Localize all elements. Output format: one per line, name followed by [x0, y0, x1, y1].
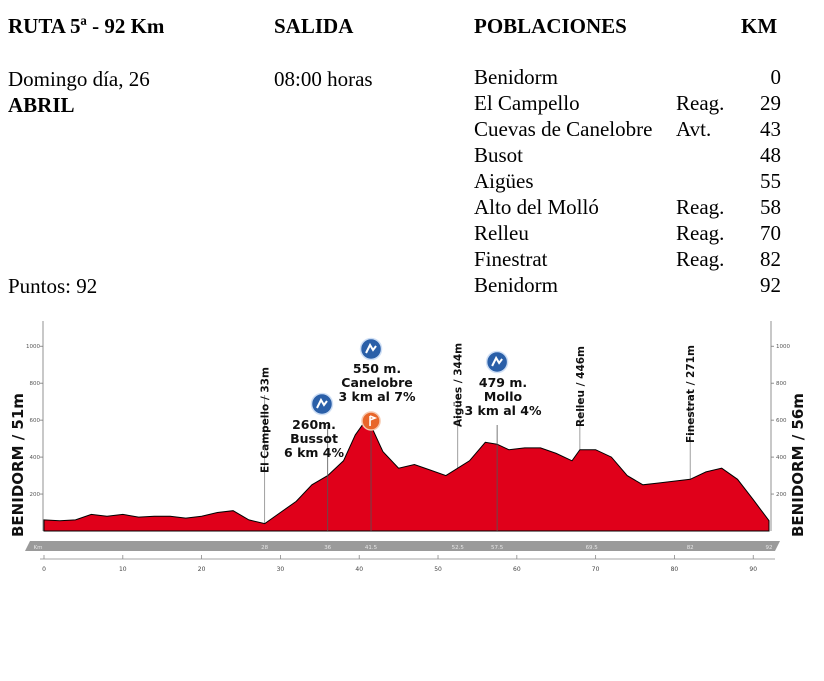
- climb-label-line: 550 m.: [353, 361, 401, 376]
- km-strip-label: 82: [687, 545, 694, 551]
- climb-badge-symbol: [365, 342, 377, 354]
- km-strip-unit-label: Km: [34, 545, 43, 551]
- town-name: Finestrat: [474, 247, 548, 271]
- x-tick-label: 90: [749, 566, 757, 573]
- x-tick-label: 30: [277, 566, 285, 573]
- town-km: 55: [760, 169, 781, 193]
- x-tick-label: 10: [119, 566, 127, 573]
- x-tick-label: 50: [434, 566, 442, 573]
- marker-label: Finestrat / 271m: [685, 345, 697, 443]
- town-note: Reag.: [676, 195, 725, 219]
- y-tick-label-right: 400: [776, 455, 787, 461]
- town-note: Reag.: [676, 247, 725, 271]
- y-tick-label-right: 200: [776, 492, 787, 498]
- climb-badge-symbol: [491, 355, 503, 367]
- climb-label-line: 479 m.: [479, 375, 527, 390]
- climb-label-line: 260m.: [292, 417, 336, 432]
- end-label: BENIDORM / 56m: [789, 393, 807, 537]
- climb-label-line: 6 km 4%: [284, 445, 344, 460]
- town-row: Alto del Molló Reag. 58: [474, 194, 784, 220]
- town-row: El Campello Reag. 29: [474, 90, 784, 116]
- town-row: Finestrat Reag. 82: [474, 246, 784, 272]
- salida-header: SALIDA: [274, 14, 354, 38]
- y-tick-label-left: 800: [30, 381, 41, 387]
- km-strip-label: 92: [766, 545, 773, 551]
- town-km: 29: [760, 91, 781, 115]
- town-name: Benidorm: [474, 65, 558, 89]
- climb-label-line: Canelobre: [341, 375, 412, 390]
- km-strip-label: 36: [324, 545, 331, 551]
- y-tick-label-left: 1000: [26, 344, 40, 350]
- km-strip-label: 41.5: [365, 545, 378, 551]
- x-tick-label: 20: [198, 566, 206, 573]
- town-km: 92: [760, 273, 781, 297]
- x-tick-label: 70: [592, 566, 600, 573]
- start-time: 08:00 horas: [274, 67, 373, 91]
- town-note: Reag.: [676, 91, 725, 115]
- town-row: Benidorm 0: [474, 64, 784, 90]
- town-name: Cuevas de Canelobre: [474, 117, 653, 141]
- marker-label: El Campello / 33m: [260, 367, 272, 473]
- town-km: 58: [760, 195, 781, 219]
- x-tick-label: 0: [42, 566, 46, 573]
- town-km: 0: [770, 65, 782, 89]
- town-row: Benidorm 92: [474, 272, 784, 298]
- climb-label-line: Mollo: [484, 389, 523, 404]
- town-km: 70: [760, 221, 781, 245]
- y-tick-label-left: 200: [30, 492, 41, 498]
- summit-badge-icon: [361, 411, 381, 431]
- y-tick-label-right: 600: [776, 418, 787, 424]
- poblaciones-header: POBLACIONES: [474, 14, 627, 38]
- climb-badge-icon: [310, 392, 334, 416]
- y-tick-label-left: 600: [30, 418, 41, 424]
- y-tick-label-right: 1000: [776, 344, 790, 350]
- town-row: Busot 48: [474, 142, 784, 168]
- town-row: Aigües 55: [474, 168, 784, 194]
- town-km: 43: [760, 117, 781, 141]
- town-row: Cuevas de Canelobre Avt. 43: [474, 116, 784, 142]
- start-label: BENIDORM / 51m: [9, 393, 27, 537]
- km-strip-label: 69.5: [586, 545, 599, 551]
- town-km: 82: [760, 247, 781, 271]
- town-name: Busot: [474, 143, 524, 167]
- towns-table: Benidorm 0 El Campello Reag. 29 Cuevas de Can…: [474, 64, 784, 298]
- summit-flag-symbol: [369, 415, 378, 426]
- month-label: ABRIL: [8, 93, 75, 117]
- x-tick-label: 80: [671, 566, 679, 573]
- date-line: Domingo día, 26: [8, 67, 150, 91]
- km-strip-label: 52.5: [452, 545, 465, 551]
- km-header: KM: [741, 14, 778, 38]
- y-tick-label-right: 800: [776, 381, 787, 387]
- town-name: Relleu: [474, 221, 529, 245]
- route-title: RUTA 5ª - 92 Km: [8, 14, 165, 38]
- y-tick-label-left: 400: [30, 455, 41, 461]
- town-name: Alto del Molló: [474, 195, 599, 219]
- town-name: Benidorm: [474, 273, 558, 297]
- town-row: Relleu Reag. 70: [474, 220, 784, 246]
- km-strip: [25, 541, 780, 551]
- marker-label: Relleu / 446m: [575, 346, 587, 427]
- town-km: 48: [760, 143, 781, 167]
- town-note: Avt.: [676, 117, 712, 141]
- elevation-profile-area: [43, 423, 770, 532]
- climb-badge-icon: [485, 350, 509, 374]
- climb-label-line: Bussot: [290, 431, 338, 446]
- x-tick-label: 60: [513, 566, 521, 573]
- climb-label-line: 3 km al 7%: [338, 389, 416, 404]
- km-strip-label: 57.5: [491, 545, 504, 551]
- town-note: Reag.: [676, 221, 725, 245]
- km-strip-label: 28: [261, 545, 268, 551]
- climb-label-line: 3 km al 4%: [464, 403, 542, 418]
- marker-label: Aigües / 344m: [453, 343, 465, 427]
- climb-badge-icon: [359, 337, 383, 361]
- climb-badge-symbol: [316, 397, 328, 409]
- points-label: Puntos: 92: [8, 274, 98, 298]
- town-name: Aigües: [474, 169, 534, 193]
- town-name: El Campello: [474, 91, 580, 115]
- x-tick-label: 40: [355, 566, 363, 573]
